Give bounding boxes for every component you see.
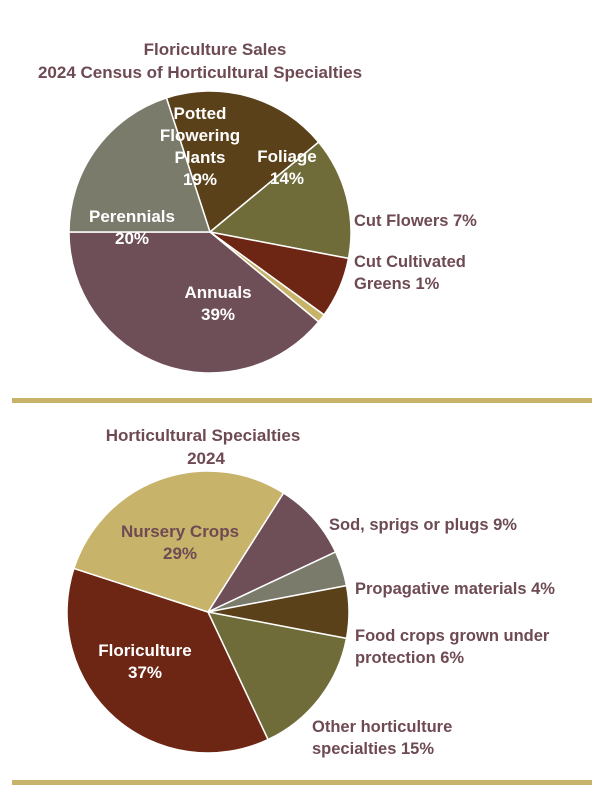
slice-label-line: Propagative materials 4%	[355, 580, 555, 598]
slice-label-line: Floriculture	[98, 641, 192, 660]
chart-floriculture-sales: Floriculture Sales 2024 Census of Hortic…	[38, 40, 477, 374]
divider-bottom	[12, 780, 592, 785]
pie-slice-potted-flowering-plants	[165, 90, 320, 233]
slice-label-line: Other horticulture	[312, 718, 452, 736]
slice-label-line: 37%	[128, 663, 162, 682]
chart1-pie	[68, 90, 352, 374]
pie-slice-annuals	[68, 231, 320, 374]
slice-label-line: specialties 15%	[312, 740, 434, 758]
slice-label-line: Cut Cultivated	[354, 253, 466, 271]
slice-label-line: Plants	[174, 148, 225, 167]
divider-top	[12, 398, 592, 403]
slice-label-foliage: Foliage 14%	[257, 147, 317, 188]
slice-label-cut-cultivated-greens: Cut Cultivated Greens 1%	[354, 253, 466, 293]
slice-label-line: Greens 1%	[354, 275, 440, 293]
chart2-labels: Sod, sprigs or plugs 9% Propagative mater…	[98, 516, 555, 758]
slice-label-perennials: Perennials 20%	[89, 207, 175, 248]
pie-slice-sod-sprigs-or-plugs	[207, 492, 337, 613]
slice-label-annuals: Annuals 39%	[184, 283, 251, 324]
chart1-title-line-2: 2024 Census of Horticultural Specialties	[38, 63, 362, 82]
slice-label-line: protection 6%	[355, 649, 464, 667]
chart2-title-line-1: Horticultural Specialties	[106, 426, 301, 445]
slice-label-line: 29%	[163, 544, 197, 563]
slice-label-line: 39%	[201, 305, 235, 324]
pie-slice-other-horticulture-specialties	[207, 611, 348, 741]
slice-label-propagative-materials: Propagative materials 4%	[355, 580, 555, 598]
slice-label-floriculture: Floriculture 37%	[98, 641, 192, 682]
slice-label-line: 20%	[115, 229, 149, 248]
chart-horticultural-specialties: Horticultural Specialties 2024 Sod, spri…	[66, 426, 555, 758]
slice-label-cut-flowers: Cut Flowers 7%	[354, 212, 477, 230]
slice-label-line: Annuals	[184, 283, 251, 302]
pie-slice-perennials	[68, 97, 211, 233]
slice-label-line: Flowering	[160, 126, 240, 145]
chart2-pie	[66, 470, 350, 754]
pie-slice-floriculture	[66, 567, 269, 754]
slice-label-line: Nursery Crops	[121, 522, 239, 541]
slice-label-line: Cut Flowers 7%	[354, 212, 477, 230]
pie-slice-foliage	[209, 141, 352, 260]
slice-label-nursery-crops: Nursery Crops 29%	[121, 522, 239, 563]
chart1-labels: Potted Flowering Plants 19% Foliage 14% Cut Fl…	[89, 104, 477, 324]
chart1-title-line-1: Floriculture Sales	[144, 40, 287, 59]
chart2-title-line-2: 2024	[187, 449, 225, 468]
slice-label-line: 19%	[183, 170, 217, 189]
slice-label-food-crops-grown-under-protection: Food crops grown under protection 6%	[355, 627, 550, 667]
slice-label-line: Potted	[174, 104, 227, 123]
slice-label-other-horticulture-specialties: Other horticulture specialties 15%	[312, 718, 452, 758]
slice-label-line: Perennials	[89, 207, 175, 226]
slice-label-sod-sprigs-or-plugs: Sod, sprigs or plugs 9%	[329, 516, 517, 534]
slice-label-line: Sod, sprigs or plugs 9%	[329, 516, 517, 534]
slice-label-line: Foliage	[257, 147, 317, 166]
slice-label-potted-flowering-plants: Potted Flowering Plants 19%	[160, 104, 240, 189]
pie-slice-nursery-crops	[73, 470, 285, 613]
slice-label-line: 14%	[270, 169, 304, 188]
slice-label-line: Food crops grown under	[355, 627, 550, 645]
